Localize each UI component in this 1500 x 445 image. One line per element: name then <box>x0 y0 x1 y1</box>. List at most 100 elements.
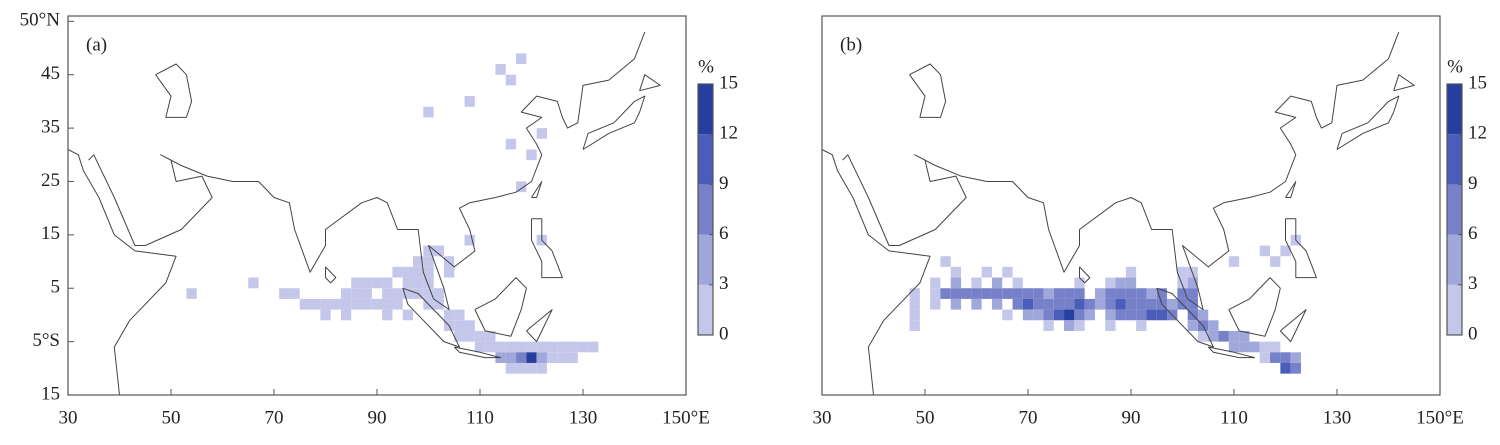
grid-cell <box>991 277 1003 289</box>
coastline <box>453 346 502 359</box>
grid-cell <box>1105 277 1116 289</box>
colorbar-tick-label: 12 <box>719 123 738 144</box>
colorbar-frame <box>1446 83 1463 336</box>
grid-cell <box>433 288 444 299</box>
y-tick-label: 35 <box>41 116 60 137</box>
grid-cell <box>1074 277 1085 289</box>
grid-cell <box>1074 309 1085 321</box>
colorbar-bin <box>698 134 713 185</box>
coastline <box>1228 277 1281 337</box>
grid-cell <box>423 256 434 267</box>
grid-cell <box>1012 298 1023 310</box>
grid-cell <box>991 288 1003 299</box>
grid-cell <box>505 341 517 353</box>
colorbar-tick-label: 9 <box>719 173 729 194</box>
grid-cell <box>402 277 414 289</box>
grid-cell <box>505 352 517 363</box>
grid-cell <box>909 298 920 310</box>
coastline <box>909 63 947 118</box>
coastline <box>1336 95 1400 150</box>
grid-cell <box>567 341 578 353</box>
grid-cell <box>1228 341 1240 353</box>
grid-cell <box>1146 298 1157 310</box>
grid-cell <box>1177 288 1188 299</box>
grid-cell <box>516 53 527 65</box>
grid-cell <box>1033 309 1044 321</box>
coastline <box>842 31 1400 311</box>
grid-cell <box>454 309 465 321</box>
grid-cell <box>320 309 331 321</box>
grid-cell <box>971 277 982 289</box>
grid-cell <box>516 352 527 363</box>
coastline <box>821 149 931 396</box>
coastline <box>531 181 543 198</box>
coastline <box>1279 309 1307 343</box>
grid-cell <box>1187 298 1198 310</box>
grid-cell <box>361 288 372 299</box>
grid-cell <box>1239 330 1250 342</box>
grid-cell <box>505 362 517 374</box>
grid-cell <box>361 277 372 289</box>
grid-cell <box>495 341 506 353</box>
grid-cell <box>1064 298 1075 310</box>
colorbar-tick-label: 0 <box>1468 323 1478 344</box>
colorbar-bin <box>1447 234 1462 285</box>
grid-cell <box>940 256 951 267</box>
x-tick-label: 150°E <box>1416 407 1464 428</box>
grid-cell <box>981 266 992 278</box>
colorbar-frame <box>697 83 714 336</box>
grid-cell <box>1290 362 1301 374</box>
colorbar-tick-label: 15 <box>719 72 738 93</box>
grid-cell <box>464 320 475 331</box>
grid-cell <box>382 277 393 289</box>
grid-cell <box>474 341 486 353</box>
colorbar-tick-label: 6 <box>719 223 729 244</box>
grid-cell <box>1074 288 1085 299</box>
grid-cell <box>1012 277 1023 289</box>
grid-cell <box>991 298 1003 310</box>
grid-cell <box>1259 341 1271 353</box>
grid-cell <box>1125 298 1137 310</box>
grid-cell <box>1239 341 1250 353</box>
grid-cell <box>1136 298 1147 310</box>
grid-cell <box>971 298 982 310</box>
grid-cell <box>1136 288 1147 299</box>
grid-cell <box>950 288 962 299</box>
x-tick-label: 30 <box>59 407 78 428</box>
grid-cell <box>1259 352 1271 363</box>
grid-cell <box>1125 288 1137 299</box>
grid-cell <box>279 288 290 299</box>
grid-cell <box>1094 298 1106 310</box>
colorbar-tick-label: 3 <box>1468 273 1478 294</box>
grid-cell <box>443 256 455 267</box>
grid-cell <box>505 74 517 86</box>
grid-cell <box>485 341 496 353</box>
grid-cell <box>1115 298 1126 310</box>
grid-cell <box>248 277 259 289</box>
grid-cell <box>1105 298 1116 310</box>
grid-cell <box>1084 309 1095 321</box>
grid-cell <box>1280 352 1291 363</box>
grid-cell <box>423 277 434 289</box>
grid-cell <box>1053 288 1065 299</box>
coastline <box>67 149 177 396</box>
grid-cell <box>909 320 920 331</box>
grid-cell <box>351 277 362 289</box>
grid-cell <box>1105 320 1116 331</box>
x-tick-label: 30 <box>813 407 832 428</box>
grid-cell <box>1033 298 1044 310</box>
coastline <box>88 31 646 311</box>
grid-cell <box>464 96 475 107</box>
grid-cell <box>1022 309 1034 321</box>
coastline <box>1079 266 1091 284</box>
grid-cell <box>1053 309 1065 321</box>
x-tick-label: 90 <box>368 407 387 428</box>
coastline <box>1156 287 1214 348</box>
colorbar-tick-label: 0 <box>719 323 729 344</box>
grid-cell <box>1208 320 1219 331</box>
grid-cell <box>361 298 372 310</box>
x-tick-label: 70 <box>1019 407 1038 428</box>
grid-cell <box>1146 288 1157 299</box>
plot-background <box>822 16 1440 395</box>
grid-cell <box>940 288 951 299</box>
